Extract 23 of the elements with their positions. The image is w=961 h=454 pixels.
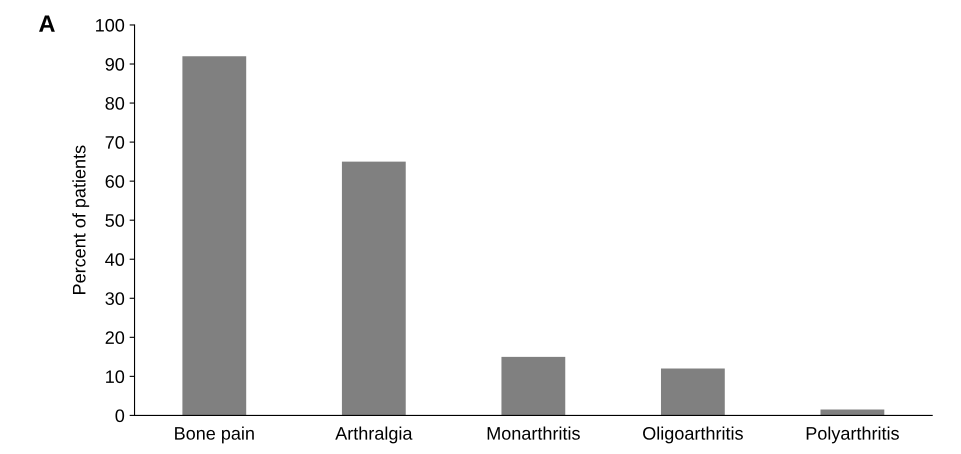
y-tick-label: 40 xyxy=(105,253,124,266)
bar xyxy=(182,56,246,416)
x-tick-label: Bone pain xyxy=(175,426,254,444)
bar xyxy=(660,368,725,416)
y-tick-label: 70 xyxy=(106,136,124,149)
bar xyxy=(501,356,566,416)
y-tick-label: 30 xyxy=(105,292,124,305)
y-tick-label: 20 xyxy=(106,331,124,344)
x-tick-label: Monarthritis xyxy=(488,426,580,440)
y-tick-label: 10 xyxy=(106,370,124,384)
bar xyxy=(820,410,884,416)
y-tick-label: 90 xyxy=(106,58,124,71)
y-tick-label: 80 xyxy=(106,96,124,110)
y-tick-label: 50 xyxy=(105,214,124,227)
y-tick-label: 60 xyxy=(106,175,124,188)
bar xyxy=(342,162,406,416)
x-tick-label: Oligoarthritis xyxy=(643,426,743,444)
x-tick-label: Polyarthritis xyxy=(806,426,899,444)
text: A xyxy=(39,16,55,32)
y-axis-title: Percent of patients xyxy=(72,146,90,294)
x-tick-label: Arthralgia xyxy=(335,426,412,444)
y-tick-label: 0 xyxy=(115,409,124,422)
y-tick-label: 100 xyxy=(96,18,124,32)
